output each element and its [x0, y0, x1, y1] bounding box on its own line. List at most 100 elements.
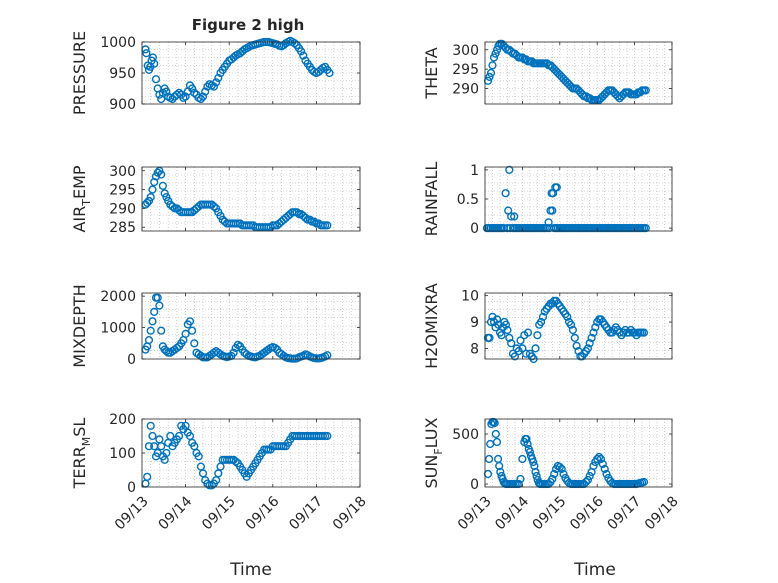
data-point — [531, 467, 540, 477]
y-tick-label: 0 — [470, 477, 479, 493]
y-axis-label-main: THETA — [422, 47, 441, 99]
data-point — [231, 457, 240, 466]
data-point — [148, 317, 157, 326]
data-point — [531, 344, 540, 353]
data-point — [557, 464, 566, 474]
data-point — [532, 471, 541, 481]
data-point — [583, 344, 593, 353]
x-tick-label: 09/16 — [567, 493, 607, 533]
data-point — [190, 88, 199, 97]
data-point — [229, 348, 238, 357]
y-axis-label-tail: SL — [70, 418, 89, 437]
data-point — [518, 454, 527, 464]
grid — [484, 167, 673, 231]
data-point — [589, 328, 598, 337]
data-point — [492, 315, 502, 324]
data-point — [150, 307, 159, 317]
y-axis-label: TERRMSL — [70, 418, 93, 490]
data-point — [297, 47, 306, 56]
data-point — [155, 301, 164, 310]
data-point — [555, 462, 564, 472]
data-point — [212, 78, 221, 87]
data-point — [168, 94, 177, 104]
y-axis-label-main: SUN — [422, 455, 441, 489]
data-point — [489, 53, 499, 62]
y-tick-label: 8 — [470, 341, 479, 357]
data-point — [503, 224, 512, 233]
data-point — [548, 206, 557, 215]
data-point — [510, 352, 520, 361]
data-point — [505, 165, 514, 175]
data-point — [194, 452, 203, 461]
data-point — [563, 312, 572, 321]
panel-theta: 290 295 300 THETA — [422, 39, 673, 105]
data-point — [188, 326, 197, 335]
axes-box — [484, 418, 673, 488]
data-point — [581, 477, 591, 487]
data-point — [144, 196, 154, 206]
y-tick-label: 900 — [109, 97, 136, 113]
y-tick-label: 290 — [452, 82, 479, 98]
data-point — [492, 437, 502, 447]
data-markers — [141, 36, 334, 104]
y-tick-label: 0 — [127, 352, 136, 368]
y-axis-label: THETA — [422, 47, 441, 99]
panel-rainfall: 0 0.5 1 RAINFALL — [422, 162, 673, 237]
y-tick-label: 0 — [470, 221, 479, 237]
x-tick-label: 09/18 — [642, 493, 682, 533]
y-tick-label: 9 — [470, 315, 479, 331]
data-point — [196, 94, 206, 104]
data-point — [148, 431, 157, 441]
data-point — [292, 208, 301, 217]
data-point — [143, 472, 152, 481]
x-tick-label: 09/13 — [455, 493, 495, 533]
data-point — [214, 73, 223, 83]
y-axis-label-main: MIXDEPTH — [70, 284, 89, 367]
x-tick-label: 09/17 — [605, 493, 645, 533]
data-point — [503, 325, 512, 335]
x-tick-label: 09/14 — [492, 493, 532, 533]
data-point — [151, 75, 161, 84]
grid — [141, 42, 361, 104]
data-point — [172, 343, 182, 353]
data-point — [181, 92, 190, 101]
data-point — [158, 88, 168, 97]
data-point — [162, 347, 171, 356]
data-point — [207, 481, 216, 490]
data-point — [175, 431, 184, 441]
y-axis-label: PRESSURE — [70, 31, 89, 115]
data-point — [598, 459, 607, 469]
data-point — [566, 320, 576, 329]
data-point — [242, 350, 251, 359]
y-tick-label: 1000 — [100, 321, 136, 337]
data-point — [157, 326, 166, 335]
y-axis-label-main: AIR — [70, 206, 89, 233]
x-axis-label-left: Time — [229, 560, 272, 580]
y-tick-label: 0.5 — [457, 192, 479, 208]
y-axis-label-tail: EMP — [70, 165, 89, 199]
panel-h2omixra: 8 9 10 H2OMIXRA — [422, 283, 673, 369]
data-point — [299, 51, 308, 60]
data-point — [525, 447, 535, 457]
data-point — [143, 198, 152, 207]
data-point — [641, 224, 650, 233]
y-tick-label: 2000 — [100, 289, 136, 305]
y-axis-label: AIRTEMP — [70, 165, 93, 232]
data-point — [594, 452, 604, 462]
panel-terr-msl: 0 100 200 09/13 09/14 09/15 09/16 09/17 09/18 TER… — [70, 412, 370, 533]
data-point — [572, 341, 581, 350]
y-tick-label: 0 — [127, 480, 136, 496]
data-markers — [483, 296, 649, 364]
data-point — [142, 49, 151, 58]
y-axis-label: MIXDEPTH — [70, 284, 89, 367]
data-point — [305, 215, 315, 224]
x-tick-label: 09/13 — [112, 493, 152, 533]
data-point — [600, 464, 609, 474]
data-point — [168, 202, 177, 211]
data-point — [585, 339, 594, 348]
x-tick-label: 09/14 — [156, 493, 196, 533]
y-tick-label: 1000 — [100, 35, 136, 51]
data-point — [270, 343, 280, 353]
y-axis-label-main: RAINFALL — [422, 162, 441, 237]
data-point — [201, 87, 210, 96]
